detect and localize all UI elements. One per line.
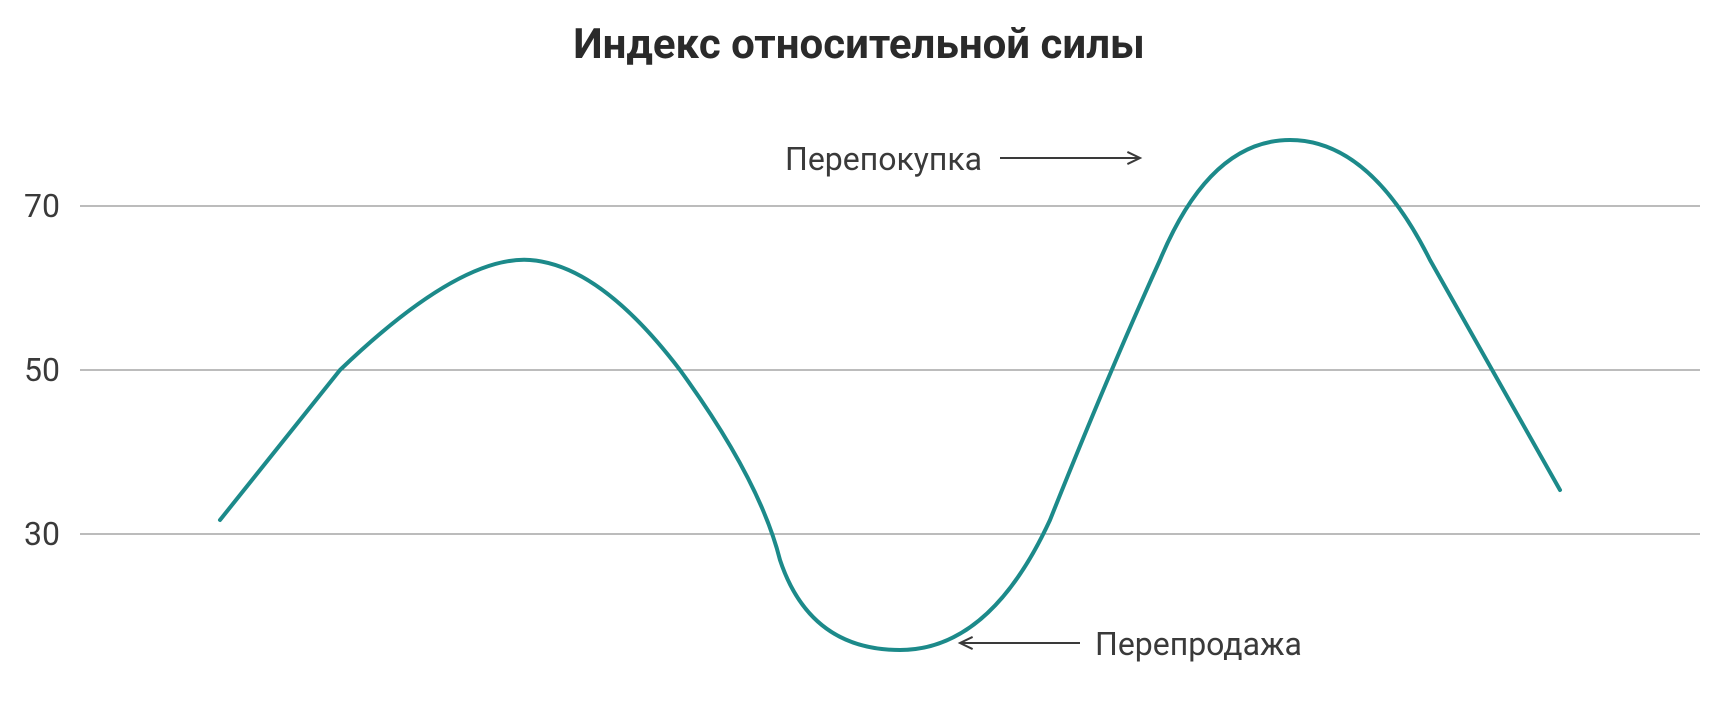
- rsi-line: [220, 140, 1560, 650]
- arrows: [960, 152, 1140, 649]
- chart-svg: [0, 0, 1718, 719]
- annotation-overbought-label: Перепокупка: [785, 140, 982, 178]
- gridlines: [80, 206, 1700, 534]
- annotation-oversold-label: Перепродажа: [1095, 625, 1302, 663]
- rsi-chart: Индекс относительной силы 705030 Перепок…: [0, 0, 1718, 719]
- y-tick-label: 30: [0, 515, 60, 553]
- y-tick-label: 50: [0, 351, 60, 389]
- y-tick-label: 70: [0, 187, 60, 225]
